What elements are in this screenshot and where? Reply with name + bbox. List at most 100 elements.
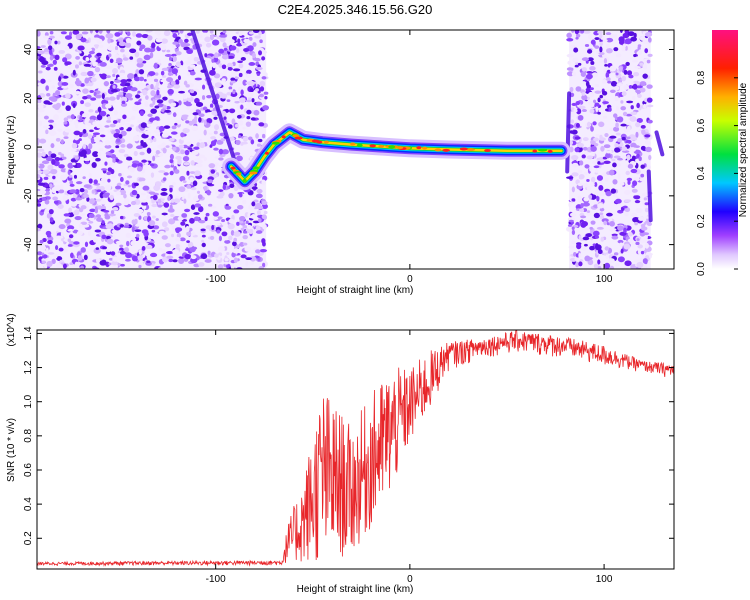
noise-blob — [112, 73, 116, 77]
noise-blob — [637, 44, 642, 48]
noise-blob — [104, 144, 112, 149]
noise-blob — [581, 247, 587, 251]
noise-blob — [178, 257, 185, 265]
noise-blob — [169, 204, 173, 211]
noise-blob — [637, 129, 642, 136]
noise-blob — [138, 264, 142, 269]
spectrogram-panel: -100 0 100 -40 -20 0 20 40 Height of straight … — [6, 29, 675, 296]
noise-blob — [255, 101, 263, 106]
noise-blob — [93, 44, 100, 48]
noise-blob — [76, 181, 83, 185]
colorbar-gradient — [712, 30, 738, 269]
ridge-hotspot — [281, 135, 286, 139]
noise-blob — [120, 79, 128, 84]
noise-blob — [209, 34, 214, 41]
noise-blob — [162, 96, 168, 101]
noise-blob — [41, 197, 47, 201]
noise-blob — [172, 112, 177, 118]
noise-blob — [592, 230, 600, 237]
noise-blob — [70, 114, 75, 120]
noise-blob — [182, 180, 187, 184]
noise-blob — [157, 204, 163, 208]
noise-blob — [579, 160, 584, 166]
noise-blob — [88, 213, 95, 219]
noise-blob — [58, 34, 65, 39]
noise-blob — [212, 62, 216, 69]
noise-blob — [138, 215, 142, 220]
ridge-hotspot — [422, 146, 428, 150]
noise-blob — [190, 255, 197, 260]
noise-blob — [86, 123, 92, 126]
noise-blob — [58, 164, 65, 169]
noise-blob — [226, 154, 232, 158]
noise-blob — [183, 198, 187, 204]
noise-blob — [38, 103, 44, 110]
noise-blob — [643, 197, 648, 201]
noise-blob — [184, 149, 190, 156]
noise-blob — [166, 255, 174, 259]
noise-blob — [151, 203, 158, 208]
noise-blob — [198, 113, 205, 117]
noise-blob — [187, 94, 192, 98]
noise-blob — [65, 180, 71, 186]
noise-blob — [258, 30, 262, 36]
noise-blob — [615, 132, 621, 136]
noise-blob — [63, 136, 69, 140]
noise-blob — [161, 188, 168, 192]
noise-blob — [136, 208, 144, 214]
noise-blob — [583, 30, 591, 34]
noise-blob — [109, 194, 114, 201]
noise-blob — [120, 48, 125, 53]
noise-blob — [580, 30, 585, 34]
noise-blob — [239, 241, 245, 247]
noise-blob — [167, 208, 175, 213]
noise-blob — [615, 198, 622, 204]
noise-blob — [85, 203, 90, 210]
noise-blob — [630, 111, 638, 116]
noise-blob — [246, 92, 254, 98]
noise-blob — [89, 90, 94, 93]
noise-blob — [596, 175, 604, 181]
noise-blob — [611, 233, 618, 237]
noise-blob — [209, 124, 216, 128]
noise-blob — [112, 68, 119, 74]
spectrogram-x-ticks: -100 0 100 — [206, 30, 613, 285]
noise-blob — [109, 58, 114, 64]
noise-blob — [228, 235, 233, 241]
noise-blob — [233, 231, 241, 237]
noise-blob — [631, 59, 639, 63]
noise-blob — [40, 45, 46, 48]
noise-blob — [576, 108, 582, 115]
noise-blob — [571, 162, 579, 168]
noise-blob — [215, 191, 221, 195]
noise-blob — [79, 187, 85, 193]
noise-blob — [196, 190, 201, 194]
noise-blob — [604, 64, 608, 67]
noise-blob — [207, 139, 211, 146]
noise-blob — [597, 161, 601, 165]
noise-blob — [636, 102, 640, 109]
noise-blob — [639, 81, 647, 86]
noise-blob — [106, 33, 114, 39]
noise-blob — [166, 77, 174, 83]
noise-blob — [218, 63, 223, 68]
noise-blob — [256, 143, 262, 147]
noise-blob — [177, 75, 181, 81]
noise-blob — [172, 33, 178, 39]
noise-blob — [55, 102, 61, 109]
noise-blob — [633, 195, 641, 200]
noise-blob — [143, 54, 151, 61]
noise-blob — [230, 229, 235, 236]
noise-blob — [635, 207, 643, 214]
noise-blob — [246, 116, 251, 120]
noise-blob — [83, 189, 89, 195]
noise-blob — [47, 252, 55, 255]
snr-y-label: SNR (10 * v/v) — [6, 418, 17, 482]
ridge-hotspot — [459, 147, 468, 151]
noise-blob — [41, 260, 46, 264]
noise-blob — [164, 109, 171, 113]
noise-blob — [152, 225, 160, 230]
noise-blob — [601, 53, 607, 58]
noise-blob — [67, 170, 71, 175]
noise-blob — [247, 97, 252, 100]
